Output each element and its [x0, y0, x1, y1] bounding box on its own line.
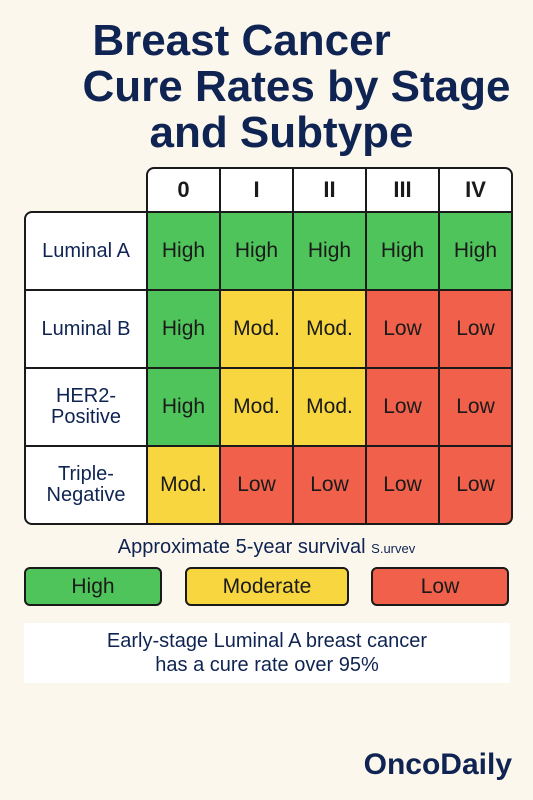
legend-low: Low	[371, 567, 509, 606]
heatmap-cell: High	[146, 289, 221, 369]
title-line-1: Breast Cancer	[92, 16, 391, 65]
legend-moderate: Moderate	[185, 567, 349, 606]
heatmap-cell: Low	[365, 445, 440, 525]
heatmap-cell: Low	[365, 289, 440, 369]
heatmap-cell: Low	[365, 367, 440, 447]
stage-header-II: II	[292, 167, 367, 213]
cure-rate-heatmap: 0 I II III IV Luminal A High High High High High Lu…	[24, 167, 513, 525]
heatmap-cell: Mod.	[219, 367, 294, 447]
heatmap-cell: Mod.	[219, 289, 294, 369]
subtype-label: HER2-Positive	[24, 367, 148, 447]
stage-header-0: 0	[146, 167, 221, 213]
heatmap-cell: High	[438, 211, 513, 291]
heatmap-cell: High	[365, 211, 440, 291]
heatmap-cell: High	[292, 211, 367, 291]
heatmap-cell: Mod.	[292, 289, 367, 369]
stage-header-III: III	[365, 167, 440, 213]
stage-header-IV: IV	[438, 167, 513, 213]
note-line-1: Early-stage Luminal A breast cancer	[106, 630, 428, 652]
heatmap-cell: Low	[219, 445, 294, 525]
heatmap-cell: Low	[438, 289, 513, 369]
subtype-label: Triple-Negative	[24, 445, 148, 525]
survival-caption: Approximate 5-year survival S.urvev	[0, 536, 533, 559]
heatmap-cell: Mod.	[146, 445, 221, 525]
heatmap-cell: Low	[292, 445, 367, 525]
title-line-2: Cure Rates by Stage	[82, 62, 511, 111]
heatmap-cell: High	[146, 367, 221, 447]
caption-main: Approximate 5-year survival	[117, 536, 366, 558]
note-line-2: has a cure rate over 95%	[155, 654, 379, 676]
subtype-label: Luminal A	[24, 211, 148, 291]
grid-corner	[24, 167, 148, 213]
heatmap-cell: High	[219, 211, 294, 291]
subtype-label: Luminal B	[24, 289, 148, 369]
heatmap-cell: Low	[438, 367, 513, 447]
key-fact-box: Early-stage Luminal A breast cancer has …	[24, 623, 510, 683]
page-title: Breast Cancer Cure Rates by Stage and Su…	[0, 18, 533, 156]
title-line-3: and Subtype	[149, 108, 414, 157]
heatmap-cell: Low	[438, 445, 513, 525]
brand-logo-text: OncoDaily	[363, 748, 512, 781]
stage-header-I: I	[219, 167, 294, 213]
heatmap-cell: Mod.	[292, 367, 367, 447]
legend-high: High	[24, 567, 162, 606]
heatmap-cell: High	[146, 211, 221, 291]
caption-small: S.urvev	[371, 541, 416, 556]
